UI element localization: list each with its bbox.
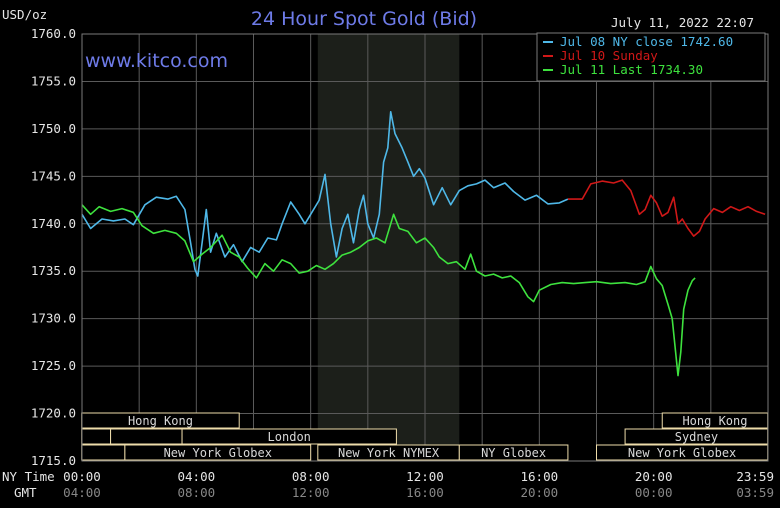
legend-entry: Jul 08 NY close 1742.60 [560,34,733,49]
session-label: New York Globex [164,446,272,460]
y-tick-label: 1715.0 [31,453,76,468]
y-tick-label: 1745.0 [31,168,76,183]
session-label: London [268,430,311,444]
ny-time-label: NY Time [2,469,55,484]
x-tick-label-ny: 23:59 [736,469,774,484]
x-tick-label-gmt: 04:00 [63,485,101,500]
x-tick-label-ny: 20:00 [635,469,673,484]
legend-frame [536,32,766,82]
nymex-shade [317,34,460,461]
x-tick-label-gmt: 20:00 [521,485,559,500]
y-tick-label: 1735.0 [31,263,76,278]
session-label: New York NYMEX [338,446,440,460]
session-label: Sydney [675,430,718,444]
chart-title: 24 Hour Spot Gold (Bid) [251,8,477,30]
session-box [458,444,569,461]
x-tick-label-gmt: 08:00 [178,485,216,500]
session-label: NY Globex [481,446,546,460]
x-tick-label-ny: 00:00 [63,469,101,484]
market-sessions: Hong Kong London New York Globex New York N… [81,412,769,461]
y-tick-label: 1725.0 [31,358,76,373]
unit-label: USD/oz [2,7,47,22]
y-tick-label: 1720.0 [31,406,76,421]
session-box [181,428,397,445]
series-line-2 [567,179,766,237]
nymex-shade-band [317,34,460,461]
y-tick-label: 1740.0 [31,216,76,231]
session-box [110,428,183,445]
legend-entry: Jul 11 Last 1734.30 [560,62,703,77]
x-tick-label-ny: 12:00 [406,469,444,484]
session-label: Hong Kong [682,414,747,428]
session-box [124,444,312,461]
gmt-label: GMT [14,485,37,500]
session-box [81,444,126,461]
x-tick-label-gmt: 12:00 [292,485,330,500]
session-label: New York Globex [628,446,736,460]
session-label: Hong Kong [128,414,193,428]
x-tick-label-ny: 16:00 [521,469,559,484]
x-tick-label-ny: 04:00 [178,469,216,484]
price-series [81,111,766,377]
y-tick-label: 1750.0 [31,121,76,136]
x-tick-label-gmt: 03:59 [736,485,774,500]
x-tick-label-gmt: 16:00 [406,485,444,500]
x-tick-label-gmt: 00:00 [635,485,673,500]
series-line-3 [81,204,696,377]
y-axis-ticks: 1760.0 1755.0 1750.0 1745.0 1740.0 1735.0 1730… [31,26,76,468]
x-tick-label-ny: 08:00 [292,469,330,484]
y-tick-label: 1730.0 [31,311,76,326]
y-tick-label: 1760.0 [31,26,76,41]
session-box [81,428,112,445]
timestamp: July 11, 2022 22:07 [611,15,754,30]
x-axis-ticks: NY Time GMT 00:0004:0004:0008:0008:0012:… [2,469,774,500]
website-label: www.kitco.com [85,50,228,72]
y-tick-label: 1755.0 [31,73,76,88]
legend-entry: Jul 10 Sunday [560,48,658,63]
series-line-1 [81,111,569,277]
plot-frame [81,33,769,462]
